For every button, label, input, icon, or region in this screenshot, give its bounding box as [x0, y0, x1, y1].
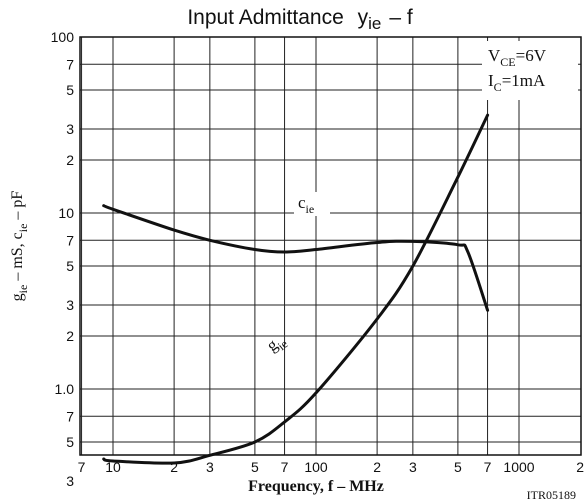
y-tick-label: 5 — [66, 258, 74, 274]
gie-curve-label: gie — [263, 330, 291, 359]
x-tick-label: 5 — [251, 459, 259, 475]
condition-ic: IC=1mA — [488, 71, 546, 94]
figure-id: ITR05189 — [527, 488, 576, 502]
x-axis-label: Frequency, f – MHz — [248, 478, 384, 495]
y-tick-labels: 100 7 5 3 2 10 7 5 3 2 1.0 7 5 3 — [51, 29, 75, 489]
cie-curve-label: cie — [298, 193, 314, 216]
y-tick-label: 1.0 — [55, 381, 75, 397]
chart-title: Input Admittance yie – f — [187, 6, 413, 33]
x-tick-label: 3 — [409, 459, 417, 475]
y-axis-label: gie – mS, cie – pF — [9, 191, 30, 302]
x-tick-label: 3 — [206, 459, 214, 475]
x-tick-label: 7 — [484, 459, 492, 475]
y-tick-label: 7 — [66, 232, 74, 248]
y-tick-label: 2 — [66, 152, 74, 168]
x-tick-label: 7 — [281, 459, 289, 475]
x-tick-label: 5 — [454, 459, 462, 475]
y-tick-label: 10 — [58, 205, 74, 221]
y-tick-label: 7 — [66, 56, 74, 72]
x-tick-labels: 7 10 2 3 5 7 100 2 3 5 7 1000 2 — [78, 459, 585, 475]
x-tick-label: 10 — [105, 459, 121, 475]
y-tick-label: 100 — [51, 29, 75, 45]
x-tick-label: 2 — [576, 459, 584, 475]
cie-curve — [102, 204, 490, 312]
y-tick-label: 7 — [66, 408, 74, 424]
cie-label-bg — [294, 192, 330, 216]
y-tick-label: 2 — [66, 328, 74, 344]
y-tick-label: 5 — [66, 82, 74, 98]
conditions-box — [482, 41, 578, 100]
x-tick-label: 7 — [78, 459, 86, 475]
data-curves — [102, 113, 490, 465]
y-tick-label: 3 — [66, 297, 74, 313]
x-tick-label: 2 — [170, 459, 178, 475]
x-tick-label: 100 — [304, 459, 328, 475]
y-tick-label: 3 — [66, 121, 74, 137]
condition-vce: VCE=6V — [488, 46, 547, 69]
gie-curve — [102, 113, 490, 465]
plot-frame — [79, 36, 582, 456]
y-tick-label: 3 — [66, 473, 74, 489]
y-tick-label: 5 — [66, 434, 74, 450]
x-tick-label: 1000 — [503, 459, 534, 475]
x-tick-label: 2 — [373, 459, 381, 475]
